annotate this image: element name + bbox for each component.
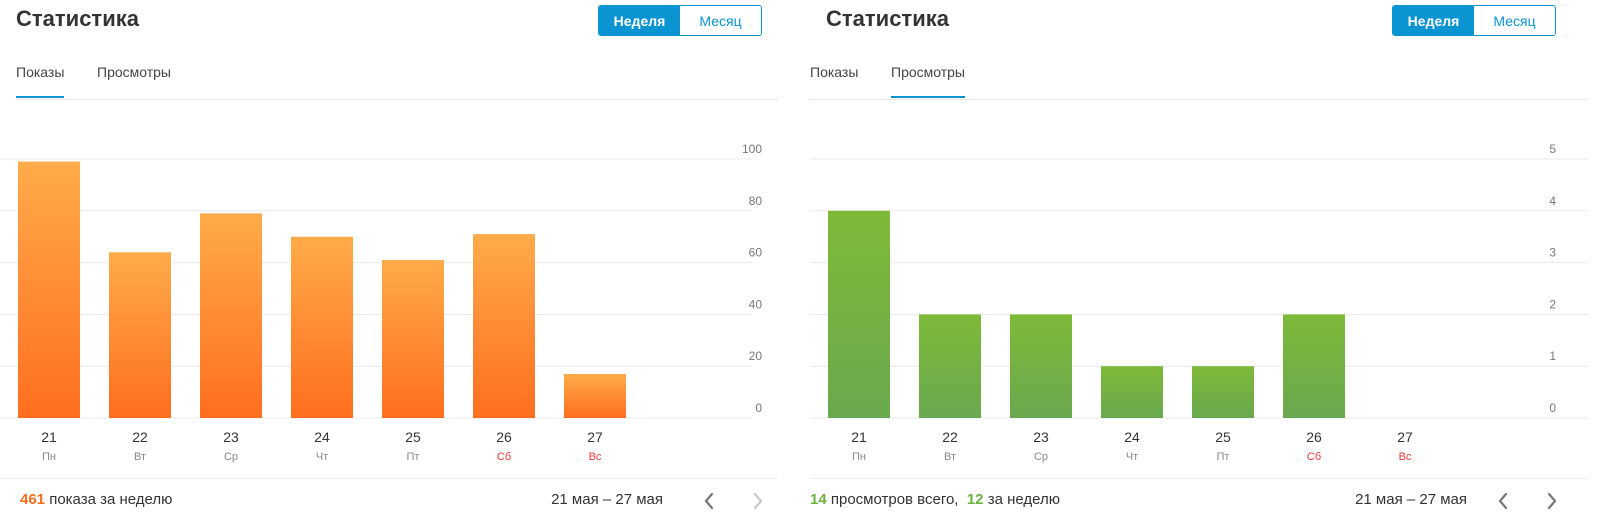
panel-footer: 14 просмотров всего, 12 за неделю 21 мая… xyxy=(810,478,1588,531)
x-tick-label: 24 xyxy=(1124,429,1140,445)
summary-label: показа за неделю xyxy=(49,491,173,508)
weekday-label: Пн xyxy=(852,451,866,463)
bar xyxy=(382,260,444,418)
bar xyxy=(109,252,171,418)
y-tick-label: 1 xyxy=(1549,349,1556,363)
bar xyxy=(1101,366,1163,418)
period-toggle: Неделя Месяц xyxy=(1392,5,1556,36)
y-tick-label: 5 xyxy=(1549,142,1556,156)
stats-panel-impressions: Статистика Неделя Месяц Показы Просмотры… xyxy=(0,0,778,530)
views-total-label: просмотров всего, xyxy=(830,491,959,508)
bar xyxy=(828,210,890,418)
y-tick-label: 4 xyxy=(1549,194,1556,208)
y-tick-label: 2 xyxy=(1549,297,1556,311)
bar xyxy=(1010,314,1072,418)
views-week: 12 xyxy=(966,491,984,508)
date-range: 21 мая – 27 мая xyxy=(551,491,663,508)
x-tick-label: 23 xyxy=(223,429,239,445)
weekday-label: Ср xyxy=(224,451,238,463)
panel-title: Статистика xyxy=(826,6,949,31)
panel-footer: 461 показа за неделю 21 мая – 27 мая xyxy=(0,478,778,531)
weekday-label: Сб xyxy=(497,451,511,463)
views-total: 14 xyxy=(810,491,827,508)
weekday-label: Вс xyxy=(589,451,602,463)
week-button[interactable]: Неделя xyxy=(599,6,680,35)
x-tick-label: 23 xyxy=(1033,429,1049,445)
y-tick-label: 60 xyxy=(749,246,763,260)
y-tick-label: 3 xyxy=(1549,246,1556,260)
x-tick-label: 25 xyxy=(1215,429,1231,445)
period-toggle: Неделя Месяц xyxy=(598,5,762,36)
tabs: Показы Просмотры xyxy=(16,64,778,100)
y-tick-label: 100 xyxy=(742,142,762,156)
weekday-label: Вт xyxy=(944,451,956,463)
x-tick-label: 27 xyxy=(1397,429,1413,445)
bar xyxy=(1283,314,1345,418)
panel-title: Статистика xyxy=(16,6,139,31)
x-tick-label: 27 xyxy=(587,429,603,445)
chevron-right-icon[interactable] xyxy=(746,489,770,513)
bar xyxy=(919,314,981,418)
month-button[interactable]: Месяц xyxy=(680,6,761,35)
bar xyxy=(473,234,535,418)
tabs: Показы Просмотры xyxy=(810,64,1588,100)
bar xyxy=(200,213,262,418)
weekday-label: Сб xyxy=(1307,451,1321,463)
chevron-right-icon[interactable] xyxy=(1540,489,1564,513)
y-tick-label: 0 xyxy=(1549,401,1556,415)
month-button[interactable]: Месяц xyxy=(1474,6,1555,35)
bar xyxy=(291,236,353,418)
date-range: 21 мая – 27 мая xyxy=(1355,491,1467,508)
weekday-label: Пн xyxy=(42,451,56,463)
weekday-label: Чт xyxy=(316,451,328,463)
tab-views[interactable]: Просмотры xyxy=(891,64,965,98)
y-tick-label: 80 xyxy=(749,194,763,208)
tab-impressions[interactable]: Показы xyxy=(16,64,65,98)
y-tick-label: 20 xyxy=(749,349,763,363)
bar xyxy=(564,373,626,418)
x-tick-label: 25 xyxy=(405,429,421,445)
weekday-label: Чт xyxy=(1126,451,1138,463)
impressions-bar-chart: 0 20 40 60 80 100 21 Пн 22 Вт 23 Ср 24 Чт 25 Пт 26 Сб 27 Вс xyxy=(0,142,763,463)
impressions-total: 461 xyxy=(20,491,46,508)
weekday-label: Пт xyxy=(1217,451,1230,463)
x-tick-label: 22 xyxy=(942,429,958,445)
summary-text: 14 просмотров всего, 12 за неделю xyxy=(810,491,1060,508)
bar xyxy=(18,161,80,418)
x-tick-label: 24 xyxy=(314,429,330,445)
summary-text: 461 показа за неделю xyxy=(20,491,172,508)
x-tick-label: 26 xyxy=(1306,429,1322,445)
x-tick-label: 22 xyxy=(132,429,148,445)
x-tick-label: 21 xyxy=(41,429,57,445)
y-tick-label: 0 xyxy=(755,401,762,415)
chevron-left-icon[interactable] xyxy=(697,489,721,513)
stats-panel-views: Статистика Неделя Месяц Показы Просмотры… xyxy=(810,0,1588,530)
week-button[interactable]: Неделя xyxy=(1393,6,1474,35)
tab-views[interactable]: Просмотры xyxy=(97,64,171,80)
chevron-left-icon[interactable] xyxy=(1491,489,1515,513)
y-tick-label: 40 xyxy=(749,297,763,311)
weekday-label: Ср xyxy=(1034,451,1048,463)
tab-impressions[interactable]: Показы xyxy=(810,64,859,80)
weekday-label: Вс xyxy=(1399,451,1412,463)
views-week-label: за неделю xyxy=(987,491,1060,508)
bar xyxy=(1192,366,1254,418)
weekday-label: Пт xyxy=(407,451,420,463)
x-tick-label: 21 xyxy=(851,429,867,445)
x-tick-label: 26 xyxy=(496,429,512,445)
weekday-label: Вт xyxy=(134,451,146,463)
